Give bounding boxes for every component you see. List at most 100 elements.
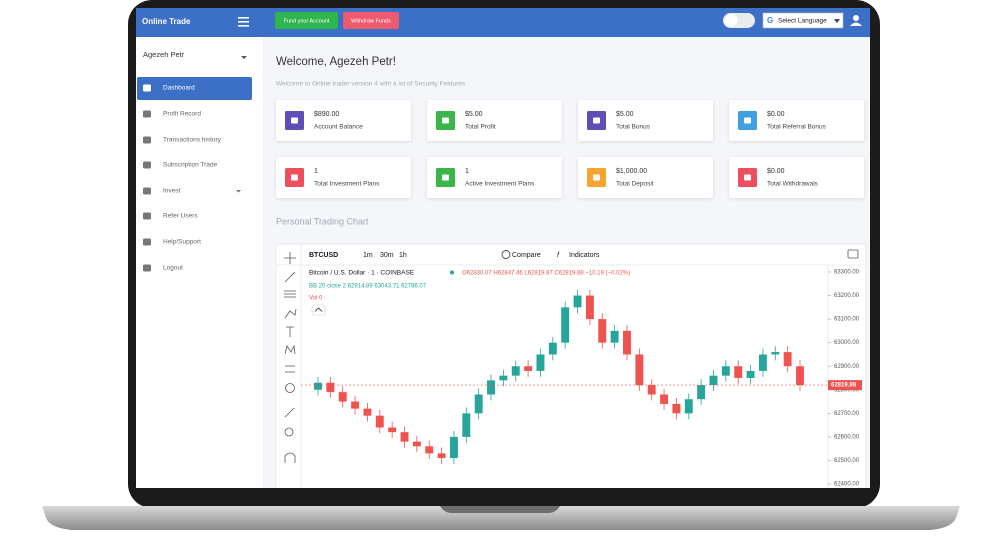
candle-body: [623, 330, 631, 355]
welcome-title: Welcome, Agezeh Petr!: [276, 56, 396, 68]
menu-icon: [143, 264, 151, 272]
stat-icon-glyph: [442, 174, 449, 181]
language-select[interactable]: [762, 12, 844, 29]
menu-item[interactable]: Profit Record: [163, 111, 201, 118]
stat-icon-glyph: [442, 117, 449, 124]
stat-value: 1: [314, 168, 318, 175]
menu-caret: [236, 190, 241, 193]
menu-item[interactable]: Subscription Trade: [163, 162, 218, 169]
stat-label: Total Deposit: [616, 181, 654, 188]
stat-value: $1,000.00: [616, 168, 647, 175]
google-logo: G: [767, 16, 773, 25]
candle-body: [585, 295, 594, 320]
stat-value: $5.00: [616, 111, 634, 118]
candle-body: [338, 392, 347, 402]
stat-icon-glyph: [744, 174, 751, 181]
menu-icon: [143, 136, 151, 144]
fund-button[interactable]: [275, 12, 338, 29]
candle-body: [536, 354, 545, 371]
y-tick-label: 63300.00: [834, 270, 860, 276]
y-tick-label: 62500.00: [834, 458, 860, 464]
drawing-tools: [284, 252, 297, 463]
candle-body: [598, 319, 607, 343]
stat-card: [276, 100, 411, 141]
candle-body: [425, 446, 434, 454]
stat-icon-glyph: [593, 174, 600, 181]
candle-body: [709, 375, 718, 386]
indicators-icon: f: [557, 252, 560, 259]
screen: Online Trade Fund your Account Withdraw …: [136, 8, 870, 488]
candle-body: [449, 436, 458, 459]
toggle-knob: [724, 14, 738, 27]
y-tick-label: 62800.00: [834, 387, 860, 393]
withdraw-button-label: Withdraw Funds: [351, 18, 391, 24]
interval-button[interactable]: 1m: [363, 252, 373, 259]
fund-button-label: Fund your Account: [284, 18, 330, 24]
stat-icon-glyph: [593, 117, 600, 124]
candle-body: [363, 408, 372, 416]
language-label: Select Language: [778, 18, 827, 25]
candle-body: [326, 382, 335, 393]
menu-icon: [143, 110, 151, 118]
menu-item[interactable]: Help/Support: [163, 239, 201, 246]
stat-card: [729, 157, 864, 198]
withdraw-button[interactable]: [343, 12, 399, 29]
y-tick-label: 62400.00: [834, 482, 860, 488]
symbol[interactable]: BTCUSD: [309, 252, 338, 259]
menu-icon: [143, 187, 151, 195]
interval-button[interactable]: 30m: [380, 252, 394, 259]
candle-body: [561, 307, 570, 343]
stat-label: Active Investment Plans: [465, 181, 535, 188]
laptop-base: [42, 506, 960, 530]
stat-card: [427, 100, 562, 141]
snapshot-button[interactable]: [847, 249, 859, 259]
collapse-legend[interactable]: [311, 304, 326, 316]
laptop-notch: [440, 506, 560, 513]
menu-item[interactable]: Refer Users: [163, 213, 198, 220]
user-icon[interactable]: [850, 15, 862, 26]
stat-label: Total Investment Plans: [314, 181, 380, 188]
menu-item[interactable]: Dashboard: [163, 85, 195, 92]
indicators-button[interactable]: Indicators: [569, 252, 600, 259]
ohlc-text: O62830.07 H62847.46 L62819.87 C62819.88 …: [462, 271, 630, 277]
candle-body: [499, 375, 508, 381]
chart-legend: Bitcoin / U.S. Dollar · 1 · COINBASE: [309, 270, 415, 277]
candle-body: [388, 427, 397, 433]
candle-body: [635, 354, 644, 386]
candle-body: [721, 366, 730, 376]
menu-item[interactable]: Logout: [163, 265, 183, 272]
candle-body: [487, 380, 495, 395]
sidebar-user: Agezeh Petr: [143, 50, 185, 59]
select-caret: [834, 19, 840, 23]
compare-icon: [501, 250, 511, 259]
candle-body: [524, 366, 533, 371]
candle-body: [400, 432, 409, 442]
stat-value: $0.00: [767, 168, 785, 175]
stat-card: [578, 100, 713, 141]
interval-button[interactable]: 1h: [399, 252, 407, 259]
menu-icon: [143, 238, 151, 246]
stat-icon-glyph: [744, 117, 751, 124]
candle-body: [511, 366, 520, 376]
y-tick-label: 62700.00: [834, 411, 860, 417]
candle-body: [697, 385, 706, 400]
menu-toggle[interactable]: [238, 17, 249, 27]
menu-item[interactable]: Invest: [163, 188, 181, 195]
y-tick-label: 63200.00: [834, 293, 860, 299]
candle-body: [647, 385, 656, 395]
last-price-box: [828, 380, 862, 391]
candle-body: [573, 295, 582, 308]
chart-panel: [275, 243, 867, 488]
collapse-arrow: [314, 307, 323, 312]
stat-label: Account Balance: [314, 124, 363, 131]
menu-icon: [143, 212, 151, 220]
menu-item[interactable]: Transactions history: [163, 137, 222, 144]
last-price-label: 62819.88: [831, 383, 857, 389]
vol-text: Vol 0: [309, 296, 323, 302]
market-status: [450, 270, 454, 275]
stat-label: Total Withdrawals: [767, 181, 819, 188]
candle-body: [771, 352, 780, 355]
stat-value: $5.00: [465, 111, 483, 118]
compare-button[interactable]: Compare: [512, 252, 541, 259]
